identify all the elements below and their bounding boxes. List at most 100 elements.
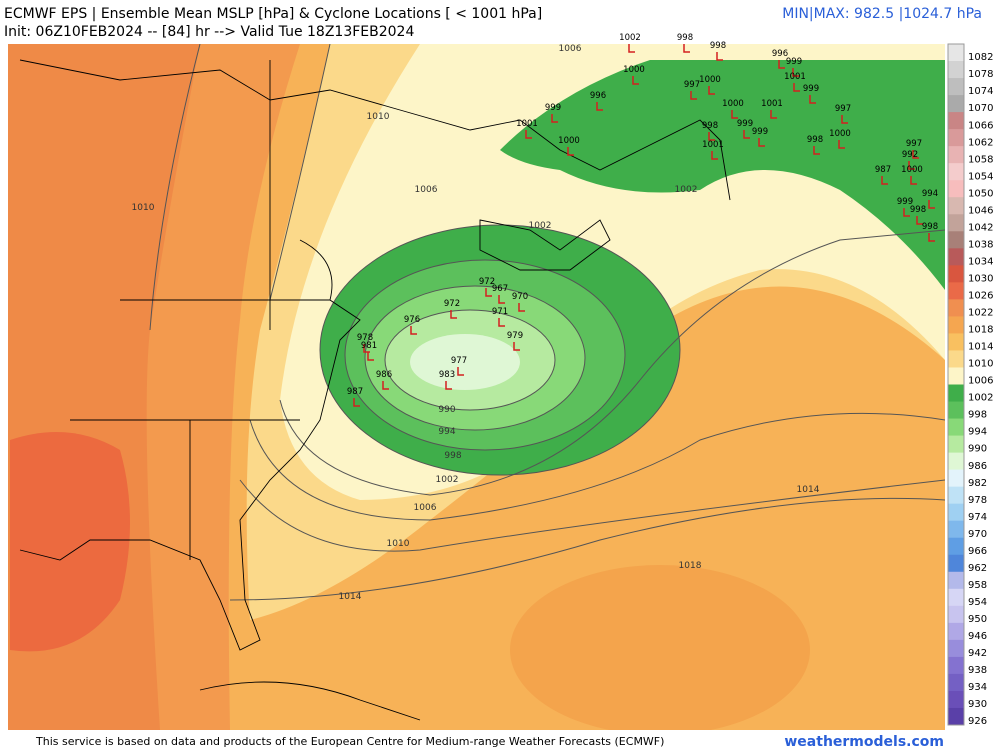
colorbar-label: 926: [968, 716, 987, 727]
cyclone-pressure: 999: [897, 197, 913, 207]
cyclone-pressure: 967: [492, 284, 508, 294]
colorbar-label: 934: [968, 682, 987, 693]
colorbar-swatch: [948, 452, 964, 471]
colorbar-swatch: [948, 129, 964, 147]
colorbar-swatch: [948, 316, 964, 334]
colorbar-label: 954: [968, 597, 987, 608]
colorbar-label: 1070: [968, 103, 993, 114]
cyclone-pressure: 997: [835, 104, 851, 114]
cyclone-marker: [450, 310, 457, 319]
cyclone-pressure: 999: [803, 84, 819, 94]
colorbar-swatch: [948, 282, 964, 300]
colorbar-swatch: [948, 333, 964, 351]
colorbar-swatch: [948, 180, 964, 198]
colorbar-swatch: [948, 163, 964, 181]
colorbar-swatch: [948, 520, 964, 539]
colorbar-swatch: [948, 231, 964, 249]
cyclone-pressure: 981: [361, 341, 377, 351]
colorbar-swatch: [948, 588, 964, 607]
cyclone-marker: [551, 114, 558, 123]
colorbar-swatch: [948, 146, 964, 164]
cyclone-marker: [770, 110, 777, 119]
contour-labels: 990 994 998 1002 1006 1010 1014 1014 1018 1010 101…: [132, 44, 820, 602]
cyclone-pressure: 998: [677, 33, 693, 43]
colorbar-label: 1018: [968, 325, 993, 336]
cyclone-markers: [353, 44, 935, 407]
cyclone-pressure: 978: [357, 333, 373, 343]
colorbar-label: 946: [968, 631, 987, 642]
contour-label: 1010: [387, 539, 410, 549]
cyclone-pressure: 1002: [619, 33, 641, 43]
fill-1026: [10, 432, 130, 652]
colorbar-label: 958: [968, 580, 987, 591]
cyclone-pressure: 1000: [901, 165, 923, 175]
colorbar-swatch: [948, 367, 964, 385]
contour-label: 1006: [414, 503, 437, 513]
site-link[interactable]: weathermodels.com: [784, 734, 944, 750]
cyclone-marker: [912, 150, 919, 159]
cyclone-pressure: 999: [752, 127, 768, 137]
colorbar-label: 982: [968, 478, 987, 489]
cyclone-pressure: 998: [807, 135, 823, 145]
colorbar-swatch: [948, 350, 964, 368]
cyclone-pressure: 987: [875, 165, 891, 175]
contour-label: 1018: [679, 561, 702, 571]
cyclone-pressure: 996: [590, 91, 606, 101]
colorbar-label: 998: [968, 410, 987, 421]
colorbar-swatch: [948, 299, 964, 317]
contour-label: 1010: [132, 203, 155, 213]
cyclone-marker: [498, 295, 505, 304]
colorbar-swatch: [948, 554, 964, 573]
map: [8, 44, 945, 730]
cyclone-pressure: 1000: [558, 136, 580, 146]
colorbar-label: 1006: [968, 376, 993, 387]
colorbar-swatch: [948, 503, 964, 522]
fill-982: [410, 334, 520, 390]
colorbar-label: 1010: [968, 359, 993, 370]
minmax: MIN|MAX: 982.5 |1024.7 hPa: [782, 6, 982, 22]
colorbar-label: 994: [968, 427, 987, 438]
colorbar-swatch: [948, 78, 964, 96]
cyclone-marker: [485, 288, 492, 297]
cyclone-pressure: 999: [737, 119, 753, 129]
cyclone-pressure: 986: [376, 370, 392, 380]
colorbar-swatch: [948, 486, 964, 505]
contour-lines: [149, 44, 945, 601]
cyclone-marker: [838, 140, 845, 149]
colorbar-label: 1034: [968, 256, 993, 267]
colorbar-swatch: [948, 571, 964, 590]
colorbar-swatch: [948, 112, 964, 130]
cyclone-pressure: 1001: [761, 99, 783, 109]
cyclone-marker: [743, 130, 750, 139]
coastlines: [19, 59, 731, 721]
cyclone-marker: [910, 176, 917, 185]
colorbar-label: 1054: [968, 171, 993, 182]
colorbar-label: 1038: [968, 239, 993, 250]
contour-label: 1006: [415, 185, 438, 195]
colorbar-label: 966: [968, 546, 987, 557]
colorbar-swatch: [948, 690, 964, 709]
fill-1018-east: [510, 565, 810, 730]
cyclone-pressure: 1000: [722, 99, 744, 109]
colorbar: 1082 1078 1074 1070 1066 1062 1058 1054 1050 1046…: [947, 43, 993, 727]
cyclone-marker: [498, 318, 505, 327]
cyclone-pressure: 1001: [702, 140, 724, 150]
colorbar-swatch: [948, 44, 964, 62]
colorbar-label: 938: [968, 665, 987, 676]
cyclone-marker: [716, 52, 723, 61]
cyclone-pressure: 998: [922, 222, 938, 232]
cyclone-marker: [513, 342, 520, 351]
cyclone-marker: [903, 208, 910, 217]
colorbar-label: 1066: [968, 120, 993, 131]
colorbar-swatch: [948, 673, 964, 692]
cyclone-marker: [793, 83, 800, 92]
cyclone-marker: [928, 233, 935, 242]
contour-label: 1014: [339, 592, 362, 602]
colorbar-label: 990: [968, 444, 987, 455]
colorbar-swatch: [948, 197, 964, 215]
colorbar-label: 1046: [968, 205, 993, 216]
cyclone-pressure: 994: [922, 189, 938, 199]
contour-label: 1002: [529, 221, 552, 231]
